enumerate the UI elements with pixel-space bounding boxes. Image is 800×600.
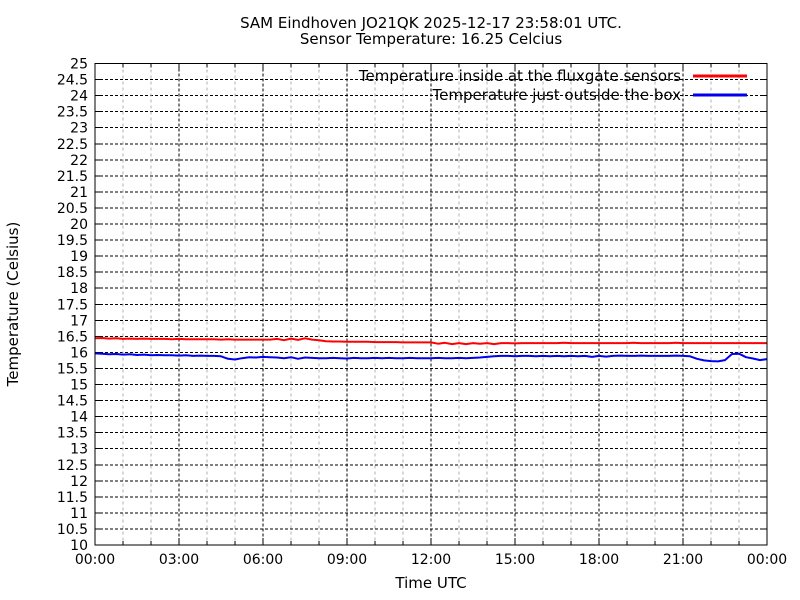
x-tick-label: 06:00 — [243, 552, 283, 568]
y-tick-label: 18 — [70, 281, 88, 297]
y-tick-label: 17 — [70, 313, 88, 329]
x-axis-label: Time UTC — [394, 574, 466, 592]
x-tick-label: 00:00 — [75, 552, 115, 568]
y-tick-label: 11 — [70, 506, 88, 522]
y-tick-label: 15.5 — [57, 361, 88, 377]
y-tick-label: 11.5 — [57, 490, 88, 506]
legend-label-1: Temperature just outside the box — [432, 86, 682, 104]
y-tick-label: 24.5 — [57, 73, 88, 89]
series-line-1 — [94, 352, 768, 363]
legend-label-0: Temperature inside at the fluxgate senso… — [358, 67, 681, 85]
y-tick-label: 19.5 — [57, 233, 88, 249]
y-tick-label: 18.5 — [57, 265, 88, 281]
y-tick-label: 23.5 — [57, 105, 88, 121]
y-tick-label: 14.5 — [57, 394, 88, 410]
y-tick-label: 13 — [70, 442, 88, 458]
y-tick-label: 13.5 — [57, 426, 88, 442]
y-tick-label: 15 — [70, 378, 88, 394]
y-tick-label: 21 — [70, 185, 88, 201]
x-tick-label: 09:00 — [327, 552, 367, 568]
x-tick-label: 18:00 — [579, 552, 619, 568]
y-tick-label: 10.5 — [57, 522, 88, 538]
y-tick-label: 25 — [70, 57, 88, 73]
y-tick-label: 22 — [70, 153, 88, 169]
y-axis-label: Temperature (Celsius) — [4, 222, 22, 388]
y-tick-label: 21.5 — [57, 169, 88, 185]
plot-graphics: 2524.52423.52322.52221.52120.52019.51918… — [57, 57, 787, 569]
y-tick-label: 20 — [70, 217, 88, 233]
x-tick-label: 00:00 — [747, 552, 787, 568]
x-tick-label: 03:00 — [159, 552, 199, 568]
y-tick-label: 10 — [70, 538, 88, 554]
x-tick-label: 12:00 — [411, 552, 451, 568]
y-tick-label: 12 — [70, 474, 88, 490]
legend: Temperature inside at the fluxgate senso… — [358, 67, 747, 104]
y-tick-label: 12.5 — [57, 458, 88, 474]
plot-border — [94, 63, 768, 546]
y-tick-label: 20.5 — [57, 201, 88, 217]
chart-subtitle: Sensor Temperature: 16.25 Celcius — [300, 30, 563, 48]
y-tick-label: 24 — [70, 89, 88, 105]
y-tick-label: 17.5 — [57, 297, 88, 313]
y-tick-label: 19 — [70, 249, 88, 265]
y-tick-label: 16 — [70, 345, 88, 361]
chart-title: SAM Eindhoven JO21QK 2025-12-17 23:58:01… — [240, 14, 622, 32]
x-tick-label: 21:00 — [663, 552, 703, 568]
y-tick-label: 23 — [70, 121, 88, 137]
y-tick-label: 22.5 — [57, 137, 88, 153]
x-tick-label: 15:00 — [495, 552, 535, 568]
y-tick-label: 14 — [70, 410, 88, 426]
y-tick-label: 16.5 — [57, 329, 88, 345]
series-line-0 — [94, 337, 767, 346]
